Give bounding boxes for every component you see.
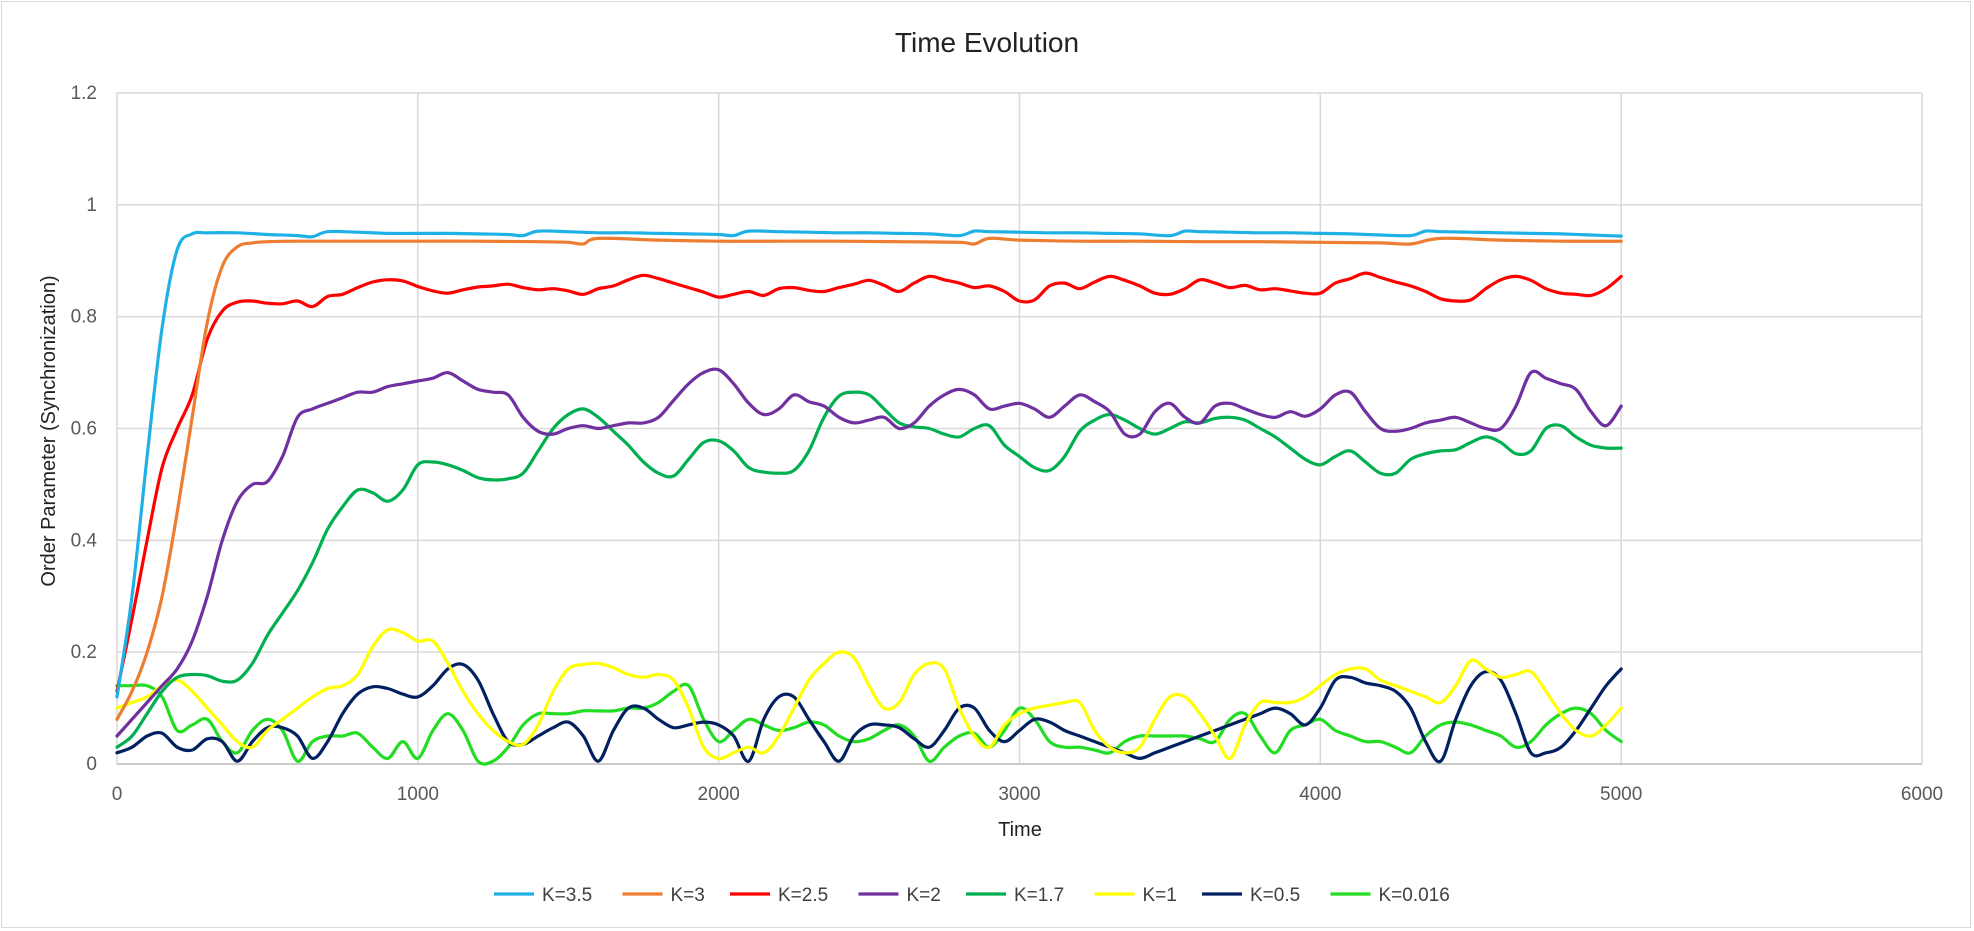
y-tick-label: 1.2 (71, 83, 97, 104)
series-line-k-3 (115, 236, 1623, 721)
chart-title: Time Evolution (895, 27, 1079, 58)
legend-item: K=2.5 (730, 885, 828, 906)
series-line-k-0-016 (115, 682, 1623, 766)
series-line-k-3-5 (115, 229, 1623, 699)
x-tick-labels: 0 1000 2000 3000 4000 5000 6000 (112, 784, 1943, 805)
grid-lines (116, 92, 1923, 765)
y-tick-label: 1 (86, 195, 97, 216)
legend-label: K=2 (907, 885, 941, 906)
x-tick-label: 5000 (1600, 784, 1642, 805)
legend-item: K=1.7 (966, 885, 1064, 906)
series-line-k-1 (115, 627, 1623, 761)
y-tick-label: 0.2 (71, 642, 97, 663)
y-tick-label: 0.8 (71, 307, 97, 328)
legend-item: K=0.016 (1330, 885, 1450, 906)
series-line-k-2-5 (115, 271, 1623, 693)
x-tick-label: 2000 (698, 784, 740, 805)
legend-item: K=2 (858, 885, 941, 906)
legend-label: K=2.5 (778, 885, 828, 906)
legend-label: K=0.5 (1250, 885, 1300, 906)
y-tick-label: 0.6 (71, 419, 97, 440)
legend-item: K=1 (1094, 885, 1177, 906)
legend-label: K=1 (1143, 885, 1177, 906)
series-line-k-0-5 (115, 662, 1623, 764)
legend-item: K=3.5 (494, 885, 592, 906)
y-axis-label: Order Parameter (Synchronization) (38, 275, 60, 586)
x-tick-label: 0 (112, 784, 123, 805)
legend: K=3.5 K=3 K=2.5 K=2 K=1.7 K=1 K=0.5 K=0.016 (494, 885, 1450, 906)
series-line-k-2 (115, 367, 1623, 738)
series-lines (115, 229, 1623, 766)
y-tick-label: 0.4 (71, 530, 98, 551)
legend-item: K=0.5 (1202, 885, 1300, 906)
x-tick-label: 4000 (1299, 784, 1341, 805)
y-tick-label: 0 (86, 754, 97, 775)
series-line-k-1-7 (115, 390, 1623, 749)
legend-label: K=3 (671, 885, 705, 906)
x-axis-label: Time (998, 819, 1042, 841)
legend-item: K=3 (622, 885, 705, 906)
legend-label: K=0.016 (1379, 885, 1450, 906)
x-tick-label: 1000 (397, 784, 439, 805)
x-tick-label: 6000 (1901, 784, 1943, 805)
x-tick-label: 3000 (998, 784, 1040, 805)
legend-label: K=1.7 (1014, 885, 1064, 906)
y-tick-labels: 0 0.2 0.4 0.6 0.8 1 1.2 (71, 83, 98, 775)
legend-label: K=3.5 (542, 885, 592, 906)
